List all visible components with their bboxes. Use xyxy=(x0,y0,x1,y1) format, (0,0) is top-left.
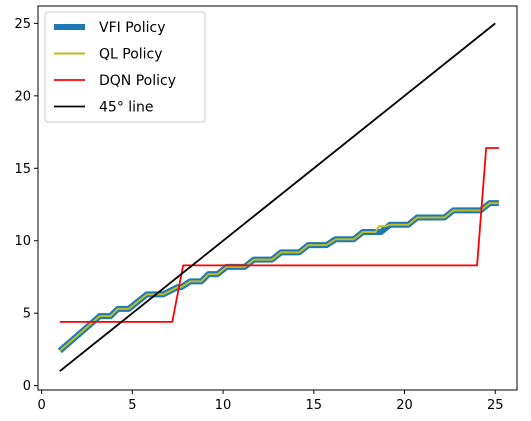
y-tick-label: 5 xyxy=(23,307,31,322)
x-tick-label: 15 xyxy=(306,398,323,413)
legend-items: VFI Policy QL Policy DQN Policy 45° line xyxy=(54,20,176,116)
series-line-0 xyxy=(57,200,499,354)
y-tick-label: 10 xyxy=(14,234,31,249)
x-tick-label: 25 xyxy=(487,398,504,413)
y-tick-label: 20 xyxy=(14,89,31,104)
y-tick-label: 25 xyxy=(14,17,31,32)
series-layer xyxy=(57,22,499,372)
x-tick-label: 20 xyxy=(396,398,413,413)
x-tick-label: 5 xyxy=(128,398,136,413)
legend-label-0: VFI Policy xyxy=(99,20,165,36)
legend-label-2: DQN Policy xyxy=(99,73,176,89)
x-tick-label: 10 xyxy=(215,398,232,413)
x-tick-label: 0 xyxy=(37,398,45,413)
legend-box xyxy=(44,11,206,123)
plot-frame xyxy=(37,5,518,391)
legend-label-3: 45° line xyxy=(99,100,154,116)
series-line-1 xyxy=(59,202,499,352)
legend: VFI Policy QL Policy DQN Policy 45° line xyxy=(44,11,206,123)
y-tick-label: 15 xyxy=(14,162,31,177)
legend-label-1: QL Policy xyxy=(99,47,163,63)
series-line-2 xyxy=(59,147,499,323)
ticks-layer: 0 5 10 15 20 25 0 5 10 15 20 25 xyxy=(14,17,503,413)
y-tick-label: 0 xyxy=(23,379,31,394)
series-line-3 xyxy=(59,22,496,372)
